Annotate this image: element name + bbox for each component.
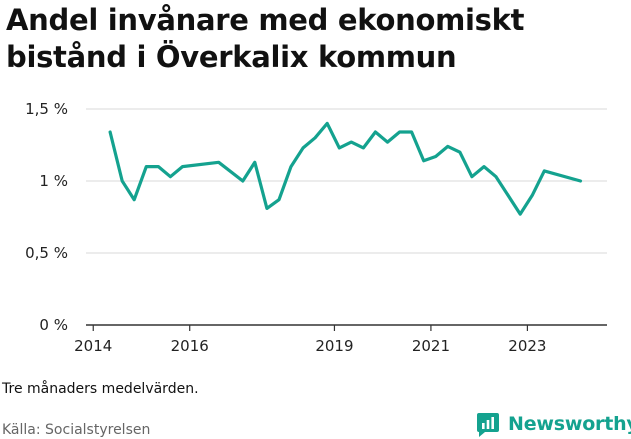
series-line [108,121,583,216]
x-axis-ticks: 2014 2016 2019 2021 2023 [74,325,546,355]
x-tick-label: 2016 [171,337,209,355]
x-tick-label: 2023 [508,337,546,355]
brand-logo: Newsworthy [476,409,631,439]
y-tick-label: 1,5 % [25,100,68,118]
y-tick-label: 0 % [39,316,68,334]
gridlines [86,108,607,254]
x-tick-label: 2014 [74,337,112,355]
source-credit: Källa: Socialstyrelsen [2,422,151,438]
y-tick-label: 1 % [39,172,68,190]
y-axis-ticks: 0 % 0,5 % 1 % 1,5 % [25,100,68,334]
x-tick-label: 2019 [315,337,353,355]
line-chart: 0 % 0,5 % 1 % 1,5 % 2014 2016 2019 2021 2023 [25,100,607,355]
chart-note: Tre månaders medelvärden. [2,381,199,397]
x-tick-label: 2021 [412,337,450,355]
newsworthy-logo-icon [477,413,499,437]
brand-name: Newsworthy [508,413,631,435]
y-tick-label: 0,5 % [25,244,68,262]
chart-title: Andel invånare med ekonomiskt bistånd i … [6,3,525,74]
